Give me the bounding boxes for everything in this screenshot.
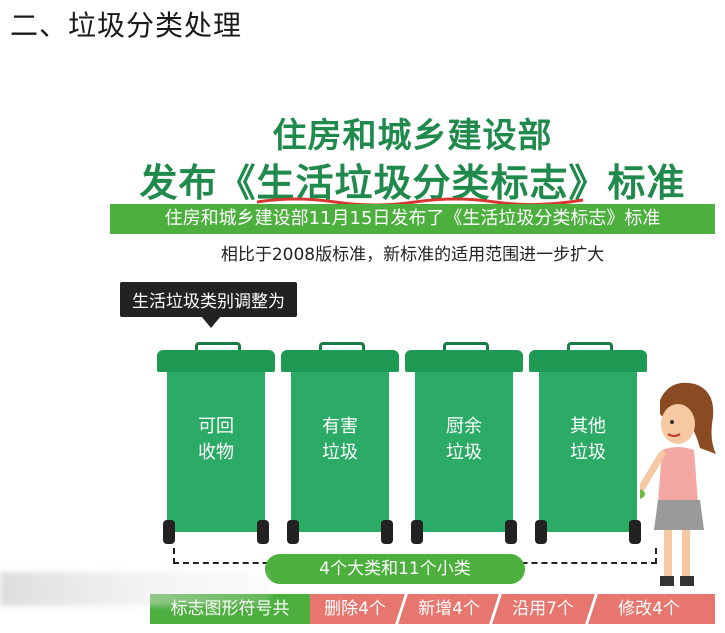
bin-handle bbox=[319, 342, 365, 355]
speech-bubble-icon bbox=[201, 316, 221, 328]
bin-recyclable: 可回 收物 bbox=[157, 342, 275, 544]
bin-label: 其他 垃圾 bbox=[570, 416, 606, 463]
poster-headline-line2: 发布《生活垃圾分类标志》标准 bbox=[105, 152, 720, 207]
poster-image: 住房和城乡建设部 发布《生活垃圾分类标志》标准 住房和城乡建设部11月15日发布… bbox=[105, 82, 720, 633]
bin-handle bbox=[195, 342, 241, 355]
bin-hazardous: 有害 垃圾 bbox=[281, 342, 399, 544]
bin-wheel bbox=[163, 520, 175, 544]
bin-wheel bbox=[411, 520, 423, 544]
bin-label: 可回 收物 bbox=[198, 416, 234, 463]
stat-kept: 沿用7个 bbox=[512, 599, 574, 619]
callout-bubble: 生活垃圾类别调整为 bbox=[120, 282, 297, 317]
bin-kitchen: 厨余 垃圾 bbox=[405, 342, 523, 544]
stat-added: 新增4个 bbox=[418, 599, 480, 619]
headline-suffix: 》标准 bbox=[568, 161, 686, 205]
bin-body bbox=[291, 372, 389, 532]
trash-bin-icon bbox=[157, 350, 275, 372]
comparison-text: 相比于2008版标准，新标准的适用范围进一步扩大 bbox=[220, 245, 605, 265]
woman-illustration bbox=[640, 382, 716, 586]
trash-bin-icon bbox=[529, 350, 647, 372]
bin-body bbox=[167, 372, 265, 532]
blurred-watermark bbox=[0, 572, 270, 606]
trash-bin-icon bbox=[281, 350, 399, 372]
category-summary-pill: 4个大类和11个小类 bbox=[265, 554, 525, 584]
bin-wheel bbox=[381, 520, 393, 544]
bin-wheel bbox=[629, 520, 641, 544]
section-title: 二、垃圾分类处理 bbox=[10, 9, 243, 42]
bin-wheel bbox=[287, 520, 299, 544]
bin-handle bbox=[567, 342, 613, 355]
bin-body bbox=[415, 372, 513, 532]
poster-headline-line1: 住房和城乡建设部 bbox=[272, 116, 553, 156]
bin-label: 厨余 垃圾 bbox=[446, 416, 482, 463]
announcement-banner: 住房和城乡建设部11月15日发布了《生活垃圾分类标志》标准 bbox=[110, 204, 715, 234]
trash-bin-icon bbox=[405, 350, 523, 372]
bin-wheel bbox=[535, 520, 547, 544]
headline-prefix: 发布《 bbox=[139, 161, 257, 205]
bin-other: 其他 垃圾 bbox=[529, 342, 647, 544]
headline-standard-name: 生活垃圾分类标志 bbox=[256, 161, 569, 205]
bin-label: 有害 垃圾 bbox=[322, 416, 358, 463]
bin-body bbox=[539, 372, 637, 532]
bin-wheel bbox=[257, 520, 269, 544]
stat-modified: 修改4个 bbox=[618, 599, 680, 619]
bin-handle bbox=[443, 342, 489, 355]
bin-wheel bbox=[505, 520, 517, 544]
stat-deleted: 删除4个 bbox=[324, 599, 386, 619]
